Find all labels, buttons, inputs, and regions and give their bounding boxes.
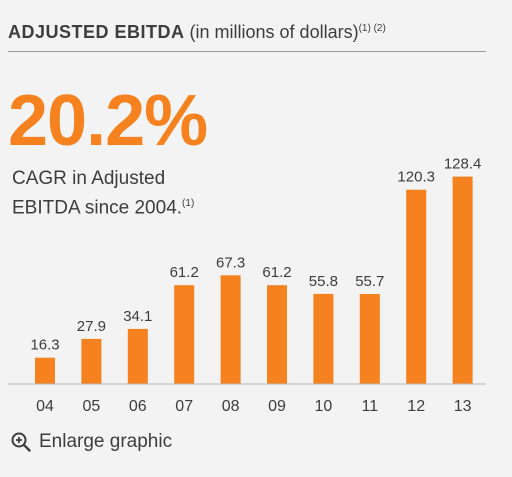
- x-tick-label-05: 05: [83, 398, 101, 415]
- cagr-value: 20.2%: [8, 81, 208, 161]
- data-label-06: 34.1: [123, 308, 152, 325]
- data-label-12: 120.3: [397, 169, 435, 186]
- x-tick-label-09: 09: [268, 398, 286, 415]
- data-label-11: 55.7: [355, 273, 384, 290]
- bar-09: [267, 285, 287, 384]
- bar-05: [81, 338, 102, 384]
- bar-08: [220, 275, 241, 384]
- data-label-13: 128.4: [444, 156, 482, 173]
- enlarge-graphic-button[interactable]: Enlarge graphic: [11, 431, 172, 453]
- bar-06: [127, 328, 148, 384]
- chart-title: ADJUSTED EBITDA: [8, 22, 185, 42]
- bar-04: [35, 357, 55, 384]
- chart-bars: 16.3 04 27.9 05 34.1 06 61.2 07 67.3 08 61.2 09 55.8…: [30, 156, 481, 415]
- data-label-09: 61.2: [262, 264, 291, 281]
- cagr-caption-footnote: (1): [182, 198, 195, 209]
- enlarge-graphic-label: Enlarge graphic: [39, 431, 173, 452]
- zoom-in-icon: [11, 432, 31, 452]
- bar-10: [313, 293, 334, 384]
- data-label-10: 55.8: [309, 273, 338, 290]
- bar-11: [359, 294, 380, 384]
- bar-12: [406, 189, 427, 384]
- x-tick-label-08: 08: [222, 398, 240, 415]
- data-label-08: 67.3: [216, 254, 245, 271]
- x-tick-label-04: 04: [36, 398, 54, 415]
- data-label-04: 16.3: [30, 337, 59, 354]
- x-tick-label-12: 12: [407, 398, 425, 415]
- chart-heading: ADJUSTED EBITDA (in millions of dollars)…: [8, 22, 386, 43]
- data-label-05: 27.9: [77, 318, 106, 335]
- cagr-caption: CAGR in Adjusted EBITDA since 2004.(1): [12, 166, 194, 220]
- header-divider: [8, 51, 486, 52]
- x-tick-label-10: 10: [315, 398, 333, 415]
- x-tick-label-06: 06: [129, 398, 147, 415]
- cagr-caption-line2: EBITDA since 2004.: [12, 197, 183, 219]
- x-tick-label-07: 07: [175, 398, 193, 415]
- bar-13: [452, 176, 473, 384]
- x-tick-label-11: 11: [361, 398, 378, 415]
- chart-subtitle: (in millions of dollars): [189, 22, 359, 42]
- chart-footnotes: (1) (2): [358, 23, 386, 34]
- data-label-07: 61.2: [170, 264, 199, 281]
- x-tick-label-13: 13: [454, 398, 472, 415]
- cagr-caption-line1: CAGR in Adjusted: [12, 168, 166, 189]
- bar-07: [174, 285, 195, 384]
